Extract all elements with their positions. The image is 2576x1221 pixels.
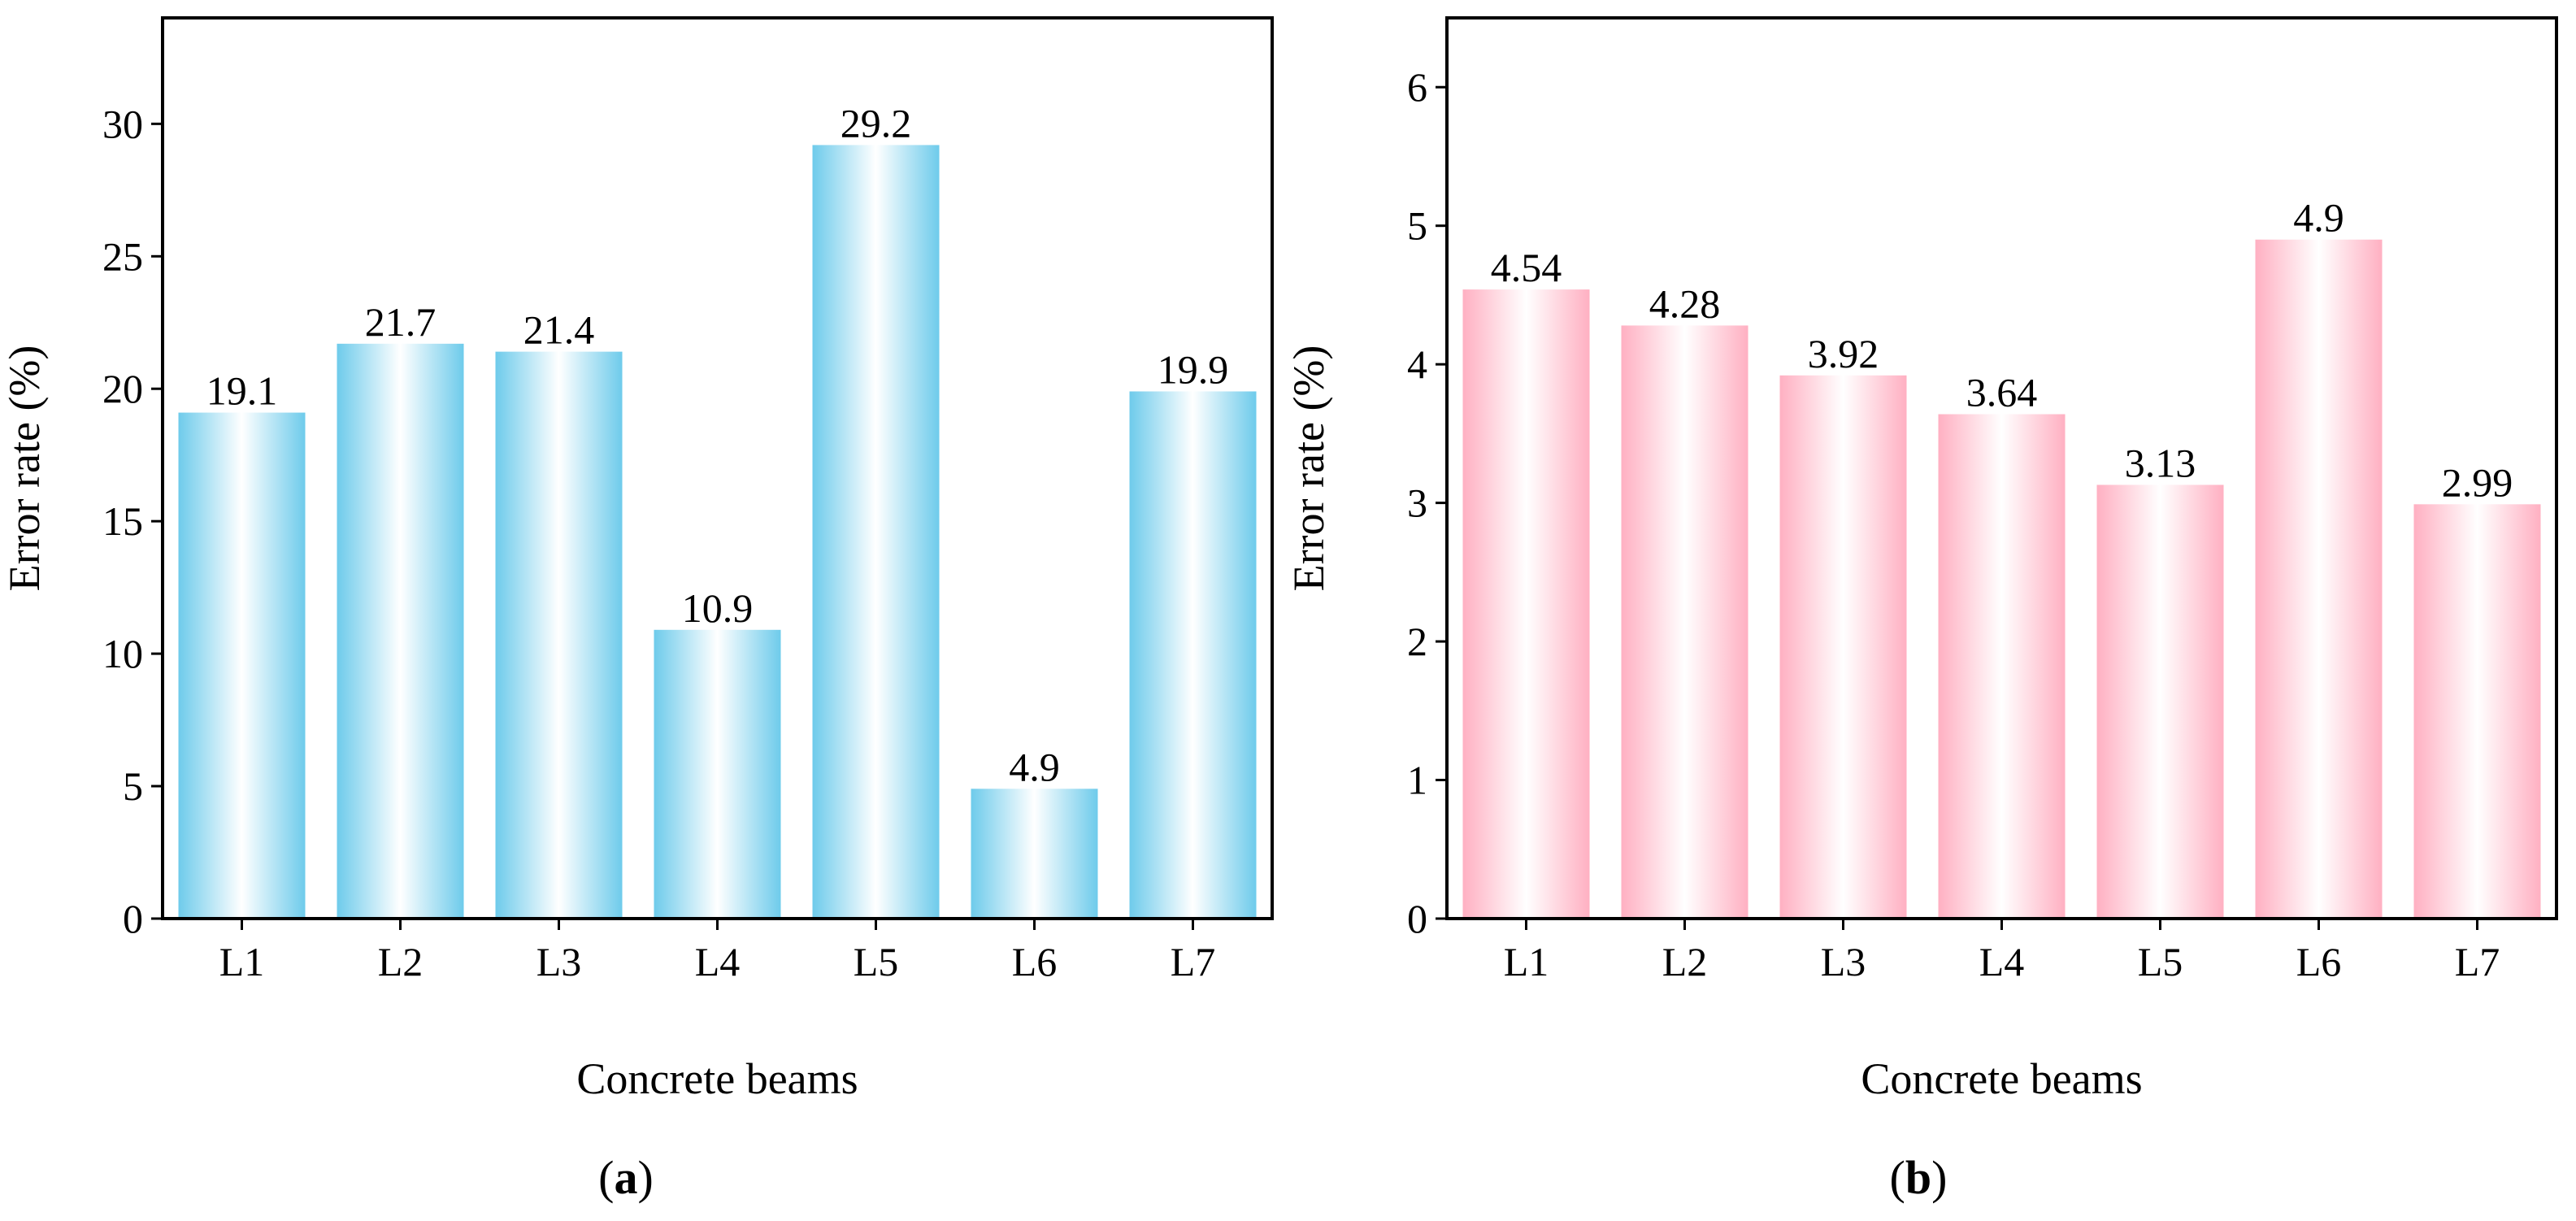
bar-a-L3 <box>495 351 623 919</box>
data-label-b-L6: 4.9 <box>2293 195 2344 241</box>
panel-caption-a: (a) <box>598 1151 654 1204</box>
caption-letter-b: b <box>1905 1151 1931 1204</box>
caption-open-paren: ( <box>598 1151 614 1204</box>
data-label-a-L7: 19.9 <box>1158 346 1229 392</box>
caption-close-paren: ) <box>638 1151 654 1204</box>
y-tick-label-a-5: 5 <box>123 763 143 809</box>
x-axis-title-a: Concrete beams <box>576 1054 858 1103</box>
bar-b-L6 <box>2255 239 2383 919</box>
x-tick-label-a-L5: L5 <box>854 939 899 984</box>
data-label-a-L2: 21.7 <box>365 299 437 345</box>
x-tick-label-a-L6: L6 <box>1012 939 1058 984</box>
y-tick-label-b-0: 0 <box>1407 896 1427 941</box>
plot-frame-b <box>1445 16 2558 920</box>
y-axis-title-a: Error rate (%) <box>0 345 49 592</box>
bar-a-L5 <box>812 145 940 919</box>
data-label-a-L4: 10.9 <box>682 585 754 631</box>
y-tick-label-a-30: 30 <box>102 101 143 146</box>
y-tick-label-a-10: 10 <box>102 631 143 676</box>
data-label-a-L6: 4.9 <box>1009 744 1060 789</box>
panel-caption-b: (b) <box>1890 1151 1948 1204</box>
y-tick-label-a-15: 15 <box>102 498 143 544</box>
caption-letter-a: a <box>615 1151 638 1204</box>
x-tick-label-a-L4: L4 <box>695 939 741 984</box>
plot-frame-a <box>161 16 1274 920</box>
data-label-b-L3: 3.92 <box>1808 331 1879 376</box>
data-label-b-L7: 2.99 <box>2442 459 2513 505</box>
y-axis-title-b: Error rate (%) <box>1284 345 1333 592</box>
y-tick-label-b-2: 2 <box>1407 619 1427 664</box>
x-tick-label-b-L6: L6 <box>2296 939 2342 984</box>
bar-a-L7 <box>1129 391 1257 919</box>
x-tick-label-b-L5: L5 <box>2138 939 2183 984</box>
caption-open-paren: ( <box>1890 1151 1905 1204</box>
x-tick-label-b-L1: L1 <box>1504 939 1549 984</box>
bar-a-L6 <box>971 789 1098 919</box>
y-tick-label-b-6: 6 <box>1407 64 1427 110</box>
x-tick-label-a-L1: L1 <box>219 939 265 984</box>
y-tick-label-a-25: 25 <box>102 233 143 279</box>
y-tick-label-b-3: 3 <box>1407 480 1427 526</box>
bar-b-L7 <box>2413 504 2541 919</box>
y-tick-label-a-0: 0 <box>123 896 143 941</box>
chart-panel-a: 19.1 L1 21.7 L2 21.4 L3 10.9 L4 29.2 L5 4.9 L6 19.9 L… <box>0 16 1274 1204</box>
x-tick-label-b-L3: L3 <box>1821 939 1866 984</box>
data-label-a-L1: 19.1 <box>206 368 278 414</box>
caption-close-paren: ) <box>1931 1151 1947 1204</box>
x-axis-title-b: Concrete beams <box>1861 1054 2142 1103</box>
y-tick-label-b-4: 4 <box>1407 341 1427 387</box>
bar-a-L2 <box>337 343 464 919</box>
bar-b-L2 <box>1621 325 1748 919</box>
data-label-a-L3: 21.4 <box>523 307 595 353</box>
y-tick-label-a-20: 20 <box>102 366 143 411</box>
bar-b-L3 <box>1779 375 1907 919</box>
bar-a-L1 <box>178 412 306 919</box>
data-label-b-L1: 4.54 <box>1491 245 1562 290</box>
x-tick-label-b-L7: L7 <box>2455 939 2500 984</box>
x-tick-label-b-L4: L4 <box>1979 939 2025 984</box>
y-tick-label-b-5: 5 <box>1407 203 1427 249</box>
data-label-a-L5: 29.2 <box>841 100 912 146</box>
bar-b-L1 <box>1462 289 1590 919</box>
bar-b-L5 <box>2096 484 2224 919</box>
y-tick-label-b-1: 1 <box>1407 758 1427 803</box>
x-tick-label-a-L3: L3 <box>536 939 582 984</box>
bar-a-L4 <box>654 629 781 919</box>
x-tick-label-b-L2: L2 <box>1662 939 1708 984</box>
chart-panel-b: 4.54 L1 4.28 L2 3.92 L3 3.64 L4 3.13 L5 4.9 L6 2.99 L… <box>1284 16 2558 1204</box>
bar-b-L4 <box>1938 414 2066 919</box>
data-label-b-L5: 3.13 <box>2125 440 2196 485</box>
x-tick-label-a-L7: L7 <box>1171 939 1216 984</box>
data-label-b-L2: 4.28 <box>1649 280 1721 326</box>
x-tick-label-a-L2: L2 <box>378 939 424 984</box>
data-label-b-L4: 3.64 <box>1966 370 2038 415</box>
